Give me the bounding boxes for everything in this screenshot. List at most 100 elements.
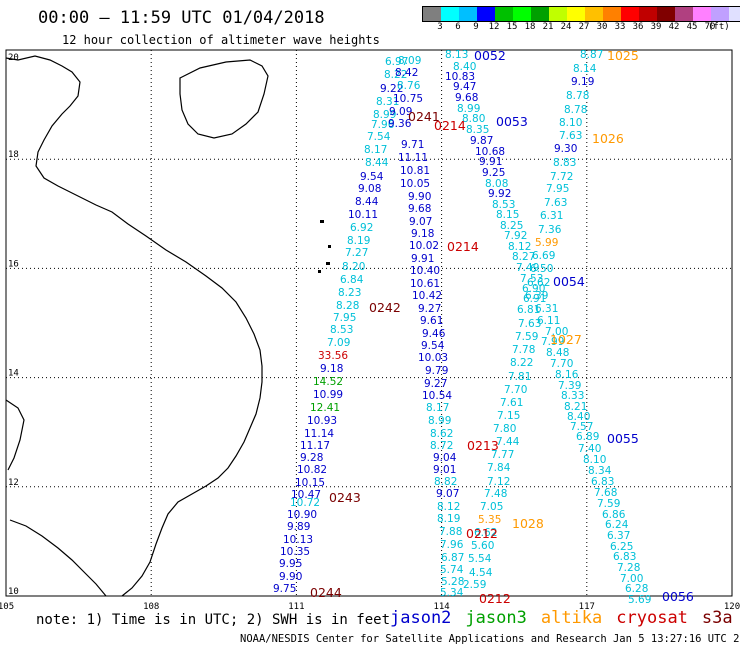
wave-height-value: 9.36 xyxy=(388,118,412,130)
wave-height-value: 9.47 xyxy=(453,81,476,93)
map-title: 00:00 – 11:59 UTC 01/04/2018 xyxy=(38,8,325,28)
wave-height-value: 6.83 xyxy=(613,551,636,563)
wave-height-value: 10.54 xyxy=(422,390,452,402)
wave-height-value: 8.23 xyxy=(338,287,361,299)
wave-height-value: 5.28 xyxy=(441,576,464,588)
wave-height-value: 7.57 xyxy=(570,421,593,433)
wave-height-value: 9.22 xyxy=(380,83,403,95)
island xyxy=(320,220,324,223)
lat-tick-label: 18 xyxy=(8,150,19,160)
wave-height-value: 7.63 xyxy=(518,318,541,330)
wave-height-value: 2.59 xyxy=(463,579,486,591)
wave-height-value: 8.19 xyxy=(437,513,460,525)
wave-height-value: 10.35 xyxy=(280,546,310,558)
color-swatch xyxy=(567,7,585,21)
lon-tick-label: 120 xyxy=(724,602,740,612)
wave-height-value: 10.61 xyxy=(410,278,440,290)
wave-height-value: 6.91 xyxy=(523,293,546,305)
color-swatch xyxy=(477,7,495,21)
wave-height-value: 6.97 xyxy=(385,56,408,68)
wave-height-value: 10.83 xyxy=(445,71,475,83)
wave-height-value: 7.96 xyxy=(440,539,464,551)
wave-height-value: 7.00 xyxy=(545,326,568,338)
vietnam-coastline xyxy=(5,55,263,597)
wave-height-value: 7.88 xyxy=(439,526,462,538)
pass-time: 0214 xyxy=(434,118,466,133)
wave-height-value: 7.00 xyxy=(620,573,643,585)
wave-height-value: 8.99 xyxy=(428,415,451,427)
color-swatch xyxy=(459,7,477,21)
wave-height-value: 7.95 xyxy=(333,312,356,324)
wave-height-value: 8.48 xyxy=(546,347,569,359)
legend-jason3: jason3 xyxy=(465,608,527,628)
color-tick-label: 33 xyxy=(614,22,626,32)
color-tick-label: 30 xyxy=(596,22,608,32)
pass-time: 0056 xyxy=(662,589,694,604)
legend-s3a: s3a xyxy=(701,608,733,628)
wave-height-value: 8.17 xyxy=(426,402,449,414)
wave-height-value: 8.53 xyxy=(492,199,515,211)
pass-time: 0214 xyxy=(447,239,479,254)
color-swatch xyxy=(495,7,513,21)
wave-height-value: 10.68 xyxy=(475,146,505,158)
color-scale-unit: (ft) xyxy=(708,22,730,32)
map-subtitle: 12 hour collection of altimeter wave hei… xyxy=(62,33,380,47)
lat-tick-label: 12 xyxy=(8,478,19,488)
wave-height-value: 5.69 xyxy=(628,594,651,606)
wave-height-value: 7.54 xyxy=(367,131,391,143)
wave-height-value: 9.90 xyxy=(279,571,302,583)
pass-time: 1028 xyxy=(512,516,544,531)
wave-height-value: 7.63 xyxy=(559,130,582,142)
wave-height-value: 8.27 xyxy=(512,251,535,263)
lon-tick-label: 117 xyxy=(579,602,595,612)
wave-height-value: 9.54 xyxy=(360,171,384,183)
wave-height-value: 6.92 xyxy=(350,222,373,234)
wave-height-value: 6.39 xyxy=(525,290,548,302)
lon-tick-label: 114 xyxy=(433,602,449,612)
lat-tick-label: 16 xyxy=(8,259,19,269)
wave-height-value: 10.90 xyxy=(287,509,317,521)
wave-height-value: 8.44 xyxy=(355,196,379,208)
hainan-coastline xyxy=(179,59,269,139)
wave-height-value: 7.80 xyxy=(493,423,516,435)
color-swatch xyxy=(657,7,675,21)
wave-height-value: 5.60 xyxy=(471,540,494,552)
wave-height-value: 7.84 xyxy=(487,462,511,474)
wave-height-value: 8.87 xyxy=(580,49,603,61)
wave-height-value: 6.62 xyxy=(474,527,497,539)
wave-height-value: 8.21 xyxy=(564,401,587,413)
footnote: note: 1) Time is in UTC; 2) SWH is in fe… xyxy=(36,612,391,628)
wave-height-value: 6.50 xyxy=(530,263,553,275)
wave-height-value: 8.13 xyxy=(445,49,468,61)
wave-height-value: 8.78 xyxy=(566,90,589,102)
wave-height-value: 7.63 xyxy=(544,197,567,209)
wave-height-value: 8.42 xyxy=(395,67,418,79)
wave-height-value: 8.16 xyxy=(555,369,579,381)
wave-height-value: 10.81 xyxy=(400,165,430,177)
color-swatch xyxy=(711,7,729,21)
wave-height-value: 9.68 xyxy=(408,203,431,215)
lat-tick-label: 14 xyxy=(8,369,19,379)
pass-time: 1025 xyxy=(607,48,639,63)
pass-time: 0241 xyxy=(408,109,440,124)
wave-height-value: 9.30 xyxy=(554,143,577,155)
wave-height-value: 6.90 xyxy=(522,283,545,295)
color-tick-label: 45 xyxy=(686,22,698,32)
lat-lon-grid xyxy=(6,50,732,596)
wave-height-value: 9.79 xyxy=(425,365,448,377)
wave-height-value: 8.14 xyxy=(573,63,597,75)
wave-height-value: 9.08 xyxy=(358,183,381,195)
wave-height-value: 4.54 xyxy=(469,567,493,579)
wave-height-value: 10.75 xyxy=(393,93,423,105)
wave-height-value: 9.28 xyxy=(300,452,323,464)
wave-height-value: 5.54 xyxy=(468,553,492,565)
color-scale-bar xyxy=(422,6,740,22)
wave-height-value: 8.72 xyxy=(430,440,453,452)
color-tick-label: 9 xyxy=(473,22,479,32)
wave-height-value: 7.44 xyxy=(496,436,520,448)
color-swatch xyxy=(423,7,441,21)
wave-height-value: 7.59 xyxy=(597,498,620,510)
pass-time: 0243 xyxy=(329,490,361,505)
wave-height-labels: 8.136.978.09 8.408.228.42 10.839.228.76 9.4… xyxy=(273,49,651,606)
